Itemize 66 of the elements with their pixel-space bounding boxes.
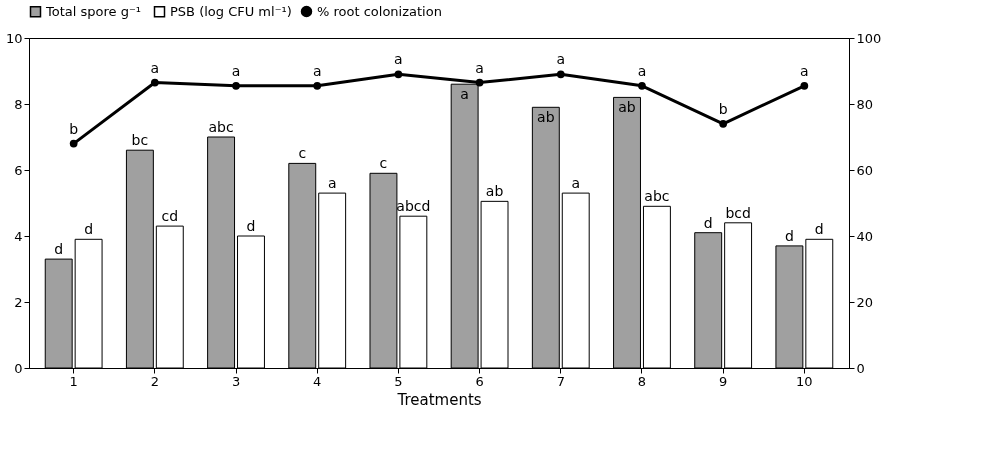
data-label: d	[814, 221, 824, 238]
data-label: a	[231, 62, 241, 79]
point	[313, 81, 322, 90]
point	[638, 81, 646, 90]
legend-label: PSB (log CFU ml⁻¹)	[170, 3, 292, 19]
data-label: a	[571, 175, 581, 192]
data-label: a	[312, 62, 322, 79]
data-label: ab	[485, 183, 504, 200]
x-tick-label: 5	[394, 373, 403, 389]
x-tick-label: 2	[150, 373, 159, 389]
y-tick-label: 6	[14, 162, 23, 178]
point	[232, 81, 240, 90]
point	[800, 81, 809, 90]
y2-tick-label: 100	[856, 30, 882, 46]
data-label: d	[246, 218, 256, 234]
x-tick-label: 7	[556, 373, 565, 389]
data-label: ab	[618, 99, 636, 116]
point	[475, 78, 484, 87]
y-tick-label: 0	[14, 360, 23, 376]
data-label: a	[394, 51, 403, 68]
x-axis-title: Treatments	[396, 390, 482, 409]
point	[150, 78, 159, 87]
data-label: a	[637, 62, 647, 79]
data-label: a	[460, 86, 469, 103]
y2-tick-label: 60	[856, 162, 874, 178]
data-label: abcd	[396, 198, 431, 215]
point	[556, 70, 565, 79]
data-label: b	[69, 120, 79, 137]
data-label: a	[800, 62, 809, 79]
x-tick-label: 8	[637, 373, 647, 389]
x-tick-label: 4	[313, 373, 322, 389]
x-tick-label: 10	[796, 373, 813, 389]
y-tick-label: 4	[14, 228, 23, 244]
point	[719, 119, 728, 128]
y2-tick-label: 80	[856, 96, 874, 112]
x-tick-label: 3	[231, 373, 241, 389]
legend-label: % root colonization	[317, 3, 442, 19]
data-label: d	[703, 214, 713, 231]
legend-label: Total spore g⁻¹	[45, 3, 141, 19]
data-label: ab	[537, 109, 555, 126]
data-label: abc	[644, 188, 670, 205]
data-label: a	[150, 59, 160, 76]
data-label: d	[784, 227, 794, 244]
data-label: a	[327, 175, 337, 192]
x-tick-label: 6	[475, 373, 484, 389]
y2-tick-label: 20	[856, 294, 874, 310]
data-label: b	[718, 100, 728, 117]
data-label: d	[84, 221, 94, 238]
data-label: bcd	[725, 204, 751, 221]
data-label: cd	[161, 208, 179, 225]
data-label: abc	[208, 119, 234, 135]
data-label: d	[54, 241, 64, 258]
data-label: a	[556, 51, 566, 68]
x-tick-label: 1	[69, 373, 78, 389]
point	[394, 70, 403, 79]
data-label: c	[298, 145, 307, 162]
data-label: c	[379, 155, 388, 172]
y-tick-label: 10	[5, 30, 23, 46]
data-label: a	[475, 59, 484, 76]
y2-tick-label: 40	[856, 228, 874, 244]
y-tick-label: 8	[14, 96, 23, 112]
data-label: bc	[131, 132, 149, 149]
y2-tick-label: 0	[856, 360, 865, 376]
point	[69, 139, 78, 148]
y-tick-label: 2	[14, 294, 23, 310]
x-tick-label: 9	[719, 373, 728, 389]
